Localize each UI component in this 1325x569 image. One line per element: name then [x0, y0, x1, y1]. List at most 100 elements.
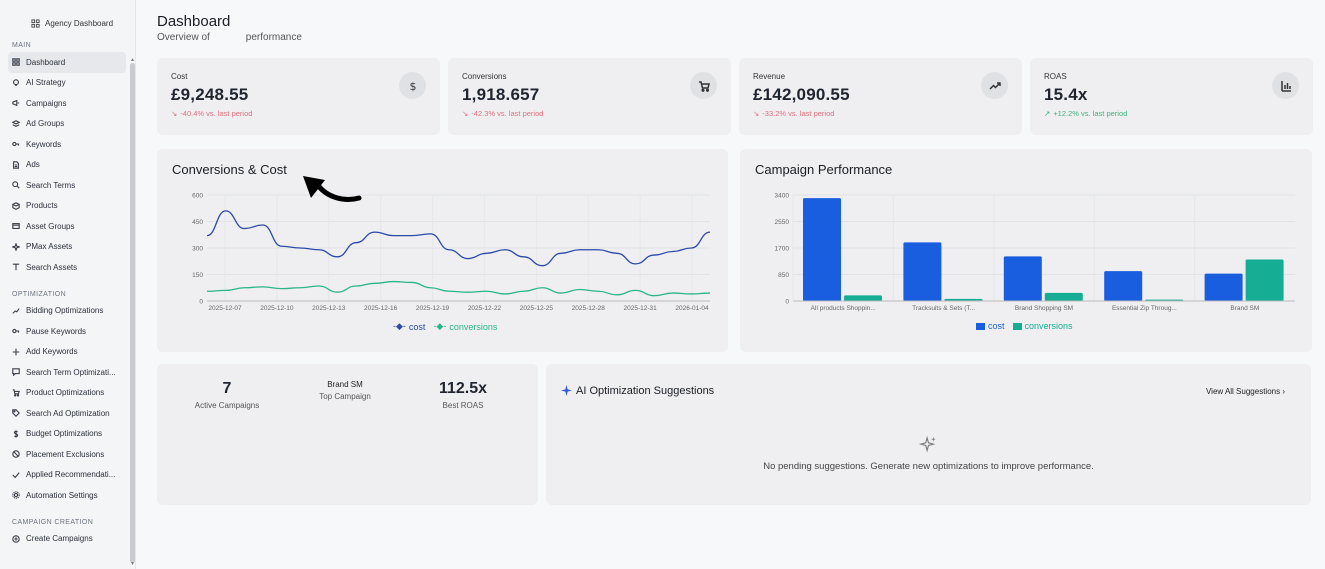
- sidebar-item-add-keywords[interactable]: Add Keywords: [8, 342, 126, 363]
- sidebar-item-asset-groups[interactable]: Asset Groups: [8, 216, 126, 237]
- stat-roas-label: Best ROAS: [442, 401, 484, 410]
- x-tick-label: 2026-01-04: [675, 305, 709, 312]
- x-tick-label: Essential Zip Throug...: [1112, 305, 1177, 312]
- key-icon: [12, 329, 20, 334]
- sidebar-item-search-ad-optimization[interactable]: Search Ad Optimization: [8, 403, 126, 424]
- sidebar-item-label: Bidding Optimizations: [26, 306, 104, 316]
- y-tick-label: 0: [199, 299, 203, 306]
- trend-up-icon: [988, 81, 1001, 90]
- sidebar-item-pmax-assets[interactable]: PMax Assets: [8, 237, 126, 258]
- subtitle-left: Overview of: [157, 32, 210, 43]
- sidebar-item-automation-settings[interactable]: Automation Settings: [8, 485, 126, 506]
- x-tick-label: 2025-12-10: [260, 305, 294, 312]
- bar-conversions: [944, 298, 983, 301]
- sidebar-item-ad-groups[interactable]: Ad Groups: [8, 114, 126, 135]
- kpi-value: £9,248.55: [171, 85, 249, 104]
- gear-icon: [12, 491, 20, 500]
- x-tick-label: Brand SM: [1230, 305, 1259, 312]
- bar-chart-icon: [1280, 80, 1291, 92]
- legend-conversions[interactable]: -◆- conversions: [433, 321, 498, 332]
- x-tick-label: 2025-12-25: [520, 305, 554, 312]
- y-tick-label: 150: [192, 272, 203, 279]
- kpi-change-text: +12.2% vs. last period: [1053, 109, 1128, 118]
- sidebar-item-search-terms[interactable]: Search Terms: [8, 175, 126, 196]
- stat-top-label: Top Campaign: [319, 392, 371, 401]
- check-icon: [12, 471, 20, 478]
- bar-cost: [1003, 256, 1042, 301]
- legend-cost[interactable]: -◆- cost: [393, 321, 426, 332]
- sidebar-item-label: PMax Assets: [26, 242, 73, 252]
- scroll-down-icon[interactable]: ▼: [130, 561, 135, 567]
- sidebar-item-dashboard[interactable]: Dashboard: [8, 52, 126, 73]
- sidebar-item-ai-strategy[interactable]: AI Strategy: [8, 73, 126, 94]
- kpi-value: £142,090.55: [753, 85, 850, 104]
- x-tick-label: Tracksuits & Sets (T...: [912, 305, 975, 312]
- stat-active-value: 7: [222, 380, 232, 397]
- charts-row: Conversions & Cost 0 150 300 450 600 2025-12-…: [157, 149, 1313, 352]
- legend-cost-bar[interactable]: cost: [976, 321, 1005, 331]
- kpi-label: ROAS: [1044, 72, 1067, 81]
- kpi-change-text: -33.2% vs. last period: [762, 109, 835, 118]
- bar-conversions: [1044, 292, 1083, 301]
- legend-conversions-bar[interactable]: conversions: [1012, 321, 1073, 331]
- kpi-icon-badge: [690, 72, 717, 99]
- sparkle-icon: [12, 242, 20, 251]
- sparkle-icon: [561, 385, 572, 396]
- sidebar-section-title: CAMPAIGN CREATION: [12, 518, 94, 526]
- kpi-label: Revenue: [753, 72, 786, 81]
- legend-cost-label: cost: [408, 321, 426, 332]
- series-line-cost: [206, 210, 711, 267]
- sidebar-item-label: Keywords: [26, 139, 62, 149]
- dollar-icon: $: [409, 80, 416, 92]
- brand[interactable]: Agency Dashboard: [0, 0, 135, 36]
- y-tick-label: 600: [192, 193, 203, 200]
- cart-icon: [12, 388, 20, 397]
- trend-icon: [12, 308, 20, 314]
- sidebar-item-create-campaigns[interactable]: Create Campaigns: [8, 529, 126, 550]
- sidebar-item-search-assets[interactable]: Search Assets: [8, 257, 126, 278]
- sidebar-section-title: MAIN: [12, 42, 32, 49]
- kpi-change: ↘ -33.2% vs. last period: [753, 109, 1008, 118]
- annotation-arrow-icon: [303, 176, 362, 202]
- sidebar-item-placement-exclusions[interactable]: Placement Exclusions: [8, 444, 126, 465]
- series-line-conversions: [206, 280, 711, 297]
- grid-icon: [31, 18, 40, 28]
- sidebar-item-label: Budget Optimizations: [26, 429, 103, 439]
- chevron-right-icon: ›: [1282, 387, 1285, 396]
- x-tick-label: 2025-12-13: [312, 305, 346, 312]
- sidebar-item-search-term-optimizati[interactable]: Search Term Optimizati...: [8, 362, 126, 383]
- sidebar-item-label: Placement Exclusions: [26, 449, 105, 459]
- bar-cost: [1104, 271, 1143, 301]
- bar-cost: [903, 242, 942, 301]
- bottom-row: 7 Active Campaigns Brand SM Top Campaign…: [157, 364, 1313, 505]
- sidebar-item-products[interactable]: Products: [8, 196, 126, 217]
- sidebar-item-label: Ad Groups: [26, 119, 65, 129]
- kpi-change-text: -42.3% vs. last period: [471, 109, 544, 118]
- x-tick-label: 2025-12-31: [623, 305, 657, 312]
- sidebar-item-label: Campaigns: [26, 98, 67, 108]
- sidebar-item-applied-recommendati[interactable]: Applied Recommendati...: [8, 465, 126, 486]
- sidebar-item-label: Create Campaigns: [26, 534, 93, 544]
- arrow-down-right-icon: ↘: [171, 109, 178, 118]
- bar-chart-card: Campaign Performance 0 850 1700 2550 3400 All…: [740, 149, 1312, 352]
- sidebar-item-campaigns[interactable]: Campaigns: [8, 93, 126, 114]
- sidebar-item-label: Pause Keywords: [26, 326, 87, 336]
- sidebar-scrollbar[interactable]: [130, 63, 135, 563]
- sidebar-item-ads[interactable]: Ads: [8, 155, 126, 176]
- sidebar-item-label: Search Terms: [26, 180, 76, 190]
- scroll-up-icon[interactable]: ▲: [130, 57, 135, 63]
- sidebar-item-budget-optimizations[interactable]: Budget Optimizations: [8, 424, 126, 445]
- sidebar-nav: MAIN Dashboard AI Strategy Campaigns Ad Grou…: [0, 42, 135, 549]
- sidebar-item-bidding-optimizations[interactable]: Bidding Optimizations: [8, 301, 126, 322]
- sidebar-item-label: Search Term Optimizati...: [26, 367, 116, 377]
- y-tick-label: 0: [785, 299, 789, 306]
- file-icon: [13, 160, 19, 169]
- view-all-suggestions-link[interactable]: View All Suggestions ›: [1206, 387, 1285, 396]
- brand-title: Agency Dashboard: [45, 18, 114, 28]
- stat-top-value: Brand SM: [327, 380, 363, 389]
- grid-icon: [12, 58, 20, 67]
- kpi-change: ↗ +12.2% vs. last period: [1044, 109, 1299, 118]
- sidebar-item-keywords[interactable]: Keywords: [8, 134, 126, 155]
- sidebar-item-pause-keywords[interactable]: Pause Keywords: [8, 321, 126, 342]
- sidebar-item-product-optimizations[interactable]: Product Optimizations: [8, 383, 126, 404]
